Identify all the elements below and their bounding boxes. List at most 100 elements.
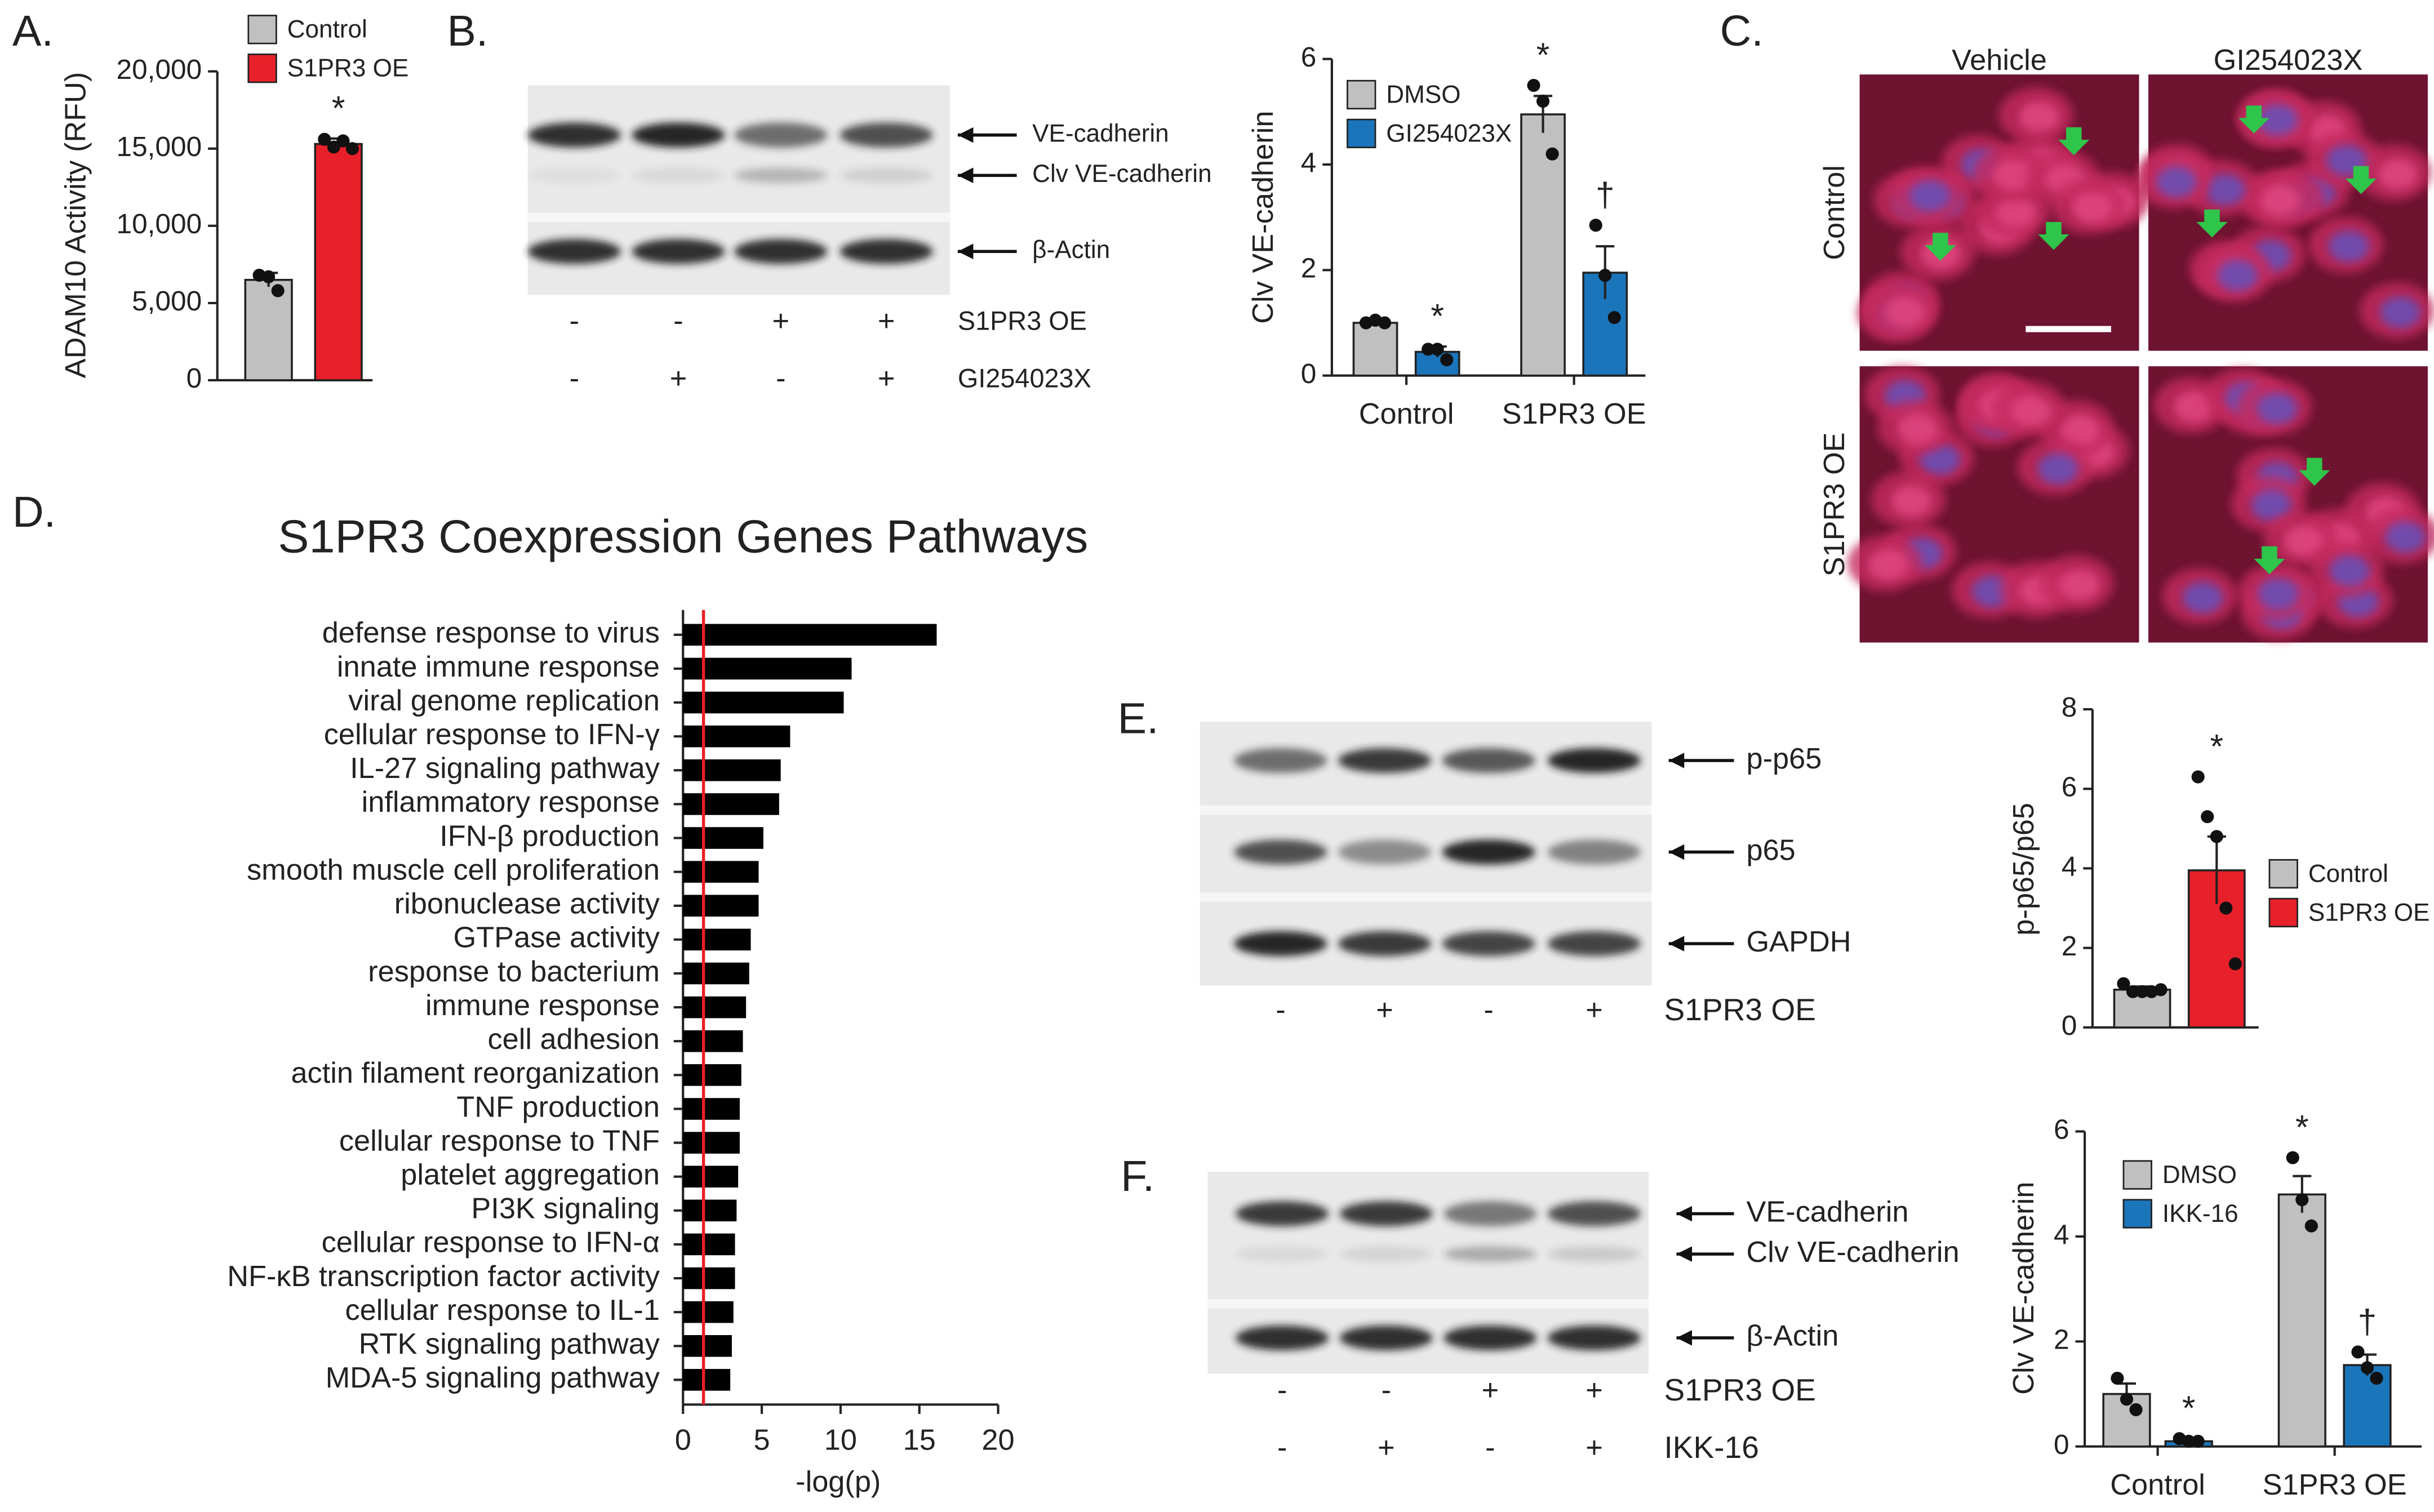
- band-label: β-Actin: [1746, 1320, 1838, 1353]
- legend-label: IKK-16: [2162, 1200, 2238, 1228]
- blot-band: [1236, 1201, 1329, 1226]
- blot-band: [1339, 1325, 1433, 1350]
- band-label: Clv VE-cadherin: [1746, 1236, 1959, 1269]
- bar: [683, 624, 937, 646]
- nucleus: [2380, 296, 2420, 328]
- data-point: [1536, 95, 1550, 108]
- green-arrow: [1925, 233, 1956, 261]
- nucleus: [2257, 393, 2298, 424]
- y-tick-label: MDA-5 signaling pathway: [326, 1362, 660, 1394]
- data-point: [262, 270, 276, 283]
- blot-band: [527, 239, 621, 264]
- green-arrow: [2345, 166, 2377, 194]
- condition-sign: -: [776, 362, 785, 395]
- data-point: [1422, 343, 1435, 356]
- bar: [683, 928, 751, 951]
- data-point: [2228, 957, 2242, 971]
- blot-band: [527, 122, 621, 148]
- bar: [683, 1267, 735, 1289]
- significance-mark: †: [1596, 175, 1615, 214]
- condition-sign: -: [1484, 994, 1493, 1026]
- blot-band: [527, 167, 621, 184]
- nucleus: [2156, 166, 2197, 198]
- nucleus: [2071, 192, 2112, 223]
- condition-label: S1PR3 OE: [1664, 992, 1815, 1027]
- bar: [683, 1199, 737, 1222]
- band-arrowhead: [1676, 1330, 1693, 1346]
- bar: [683, 725, 790, 748]
- green-arrow: [2196, 209, 2228, 238]
- data-point: [318, 132, 331, 146]
- blot-band: [1234, 931, 1327, 957]
- data-point: [2182, 1434, 2196, 1448]
- condition-sign: +: [1585, 1431, 1603, 1464]
- bar: [683, 1369, 731, 1391]
- nucleus: [1909, 180, 1951, 211]
- nucleus: [2011, 395, 2052, 427]
- band-arrowhead: [1676, 1206, 1693, 1222]
- condition-label: S1PR3 OE: [958, 306, 1087, 335]
- bar: [683, 1335, 732, 1357]
- blot-band: [734, 239, 828, 264]
- condition-sign: -: [570, 362, 579, 395]
- data-point: [2210, 830, 2223, 843]
- nucleus: [1868, 549, 1908, 581]
- data-point: [271, 284, 285, 297]
- y-tick-label: ribonuclease activity: [394, 888, 660, 920]
- data-point: [2370, 1371, 2383, 1385]
- legend-label: DMSO: [2162, 1161, 2237, 1189]
- panel-label: F.: [1121, 1152, 1154, 1200]
- nucleus: [2328, 230, 2369, 262]
- condition-label: GI254023X: [958, 363, 1091, 393]
- column-label: GI254023X: [2214, 44, 2363, 77]
- legend-label: Control: [2308, 860, 2388, 888]
- nucleus: [1891, 485, 1932, 517]
- blot-band: [1443, 1325, 1537, 1350]
- micrograph: [2136, 74, 2434, 351]
- blot-band: [1234, 748, 1327, 773]
- legend-label: DMSO: [1386, 81, 1460, 108]
- y-tick-label: response to bacterium: [368, 955, 660, 988]
- x-tick-label: S1PR3 OE: [1502, 398, 1646, 430]
- band-label: VE-cadherin: [1746, 1195, 1908, 1228]
- data-point: [327, 140, 340, 154]
- condition-sign: +: [1585, 994, 1603, 1026]
- y-tick-label: cellular response to TNF: [339, 1124, 660, 1157]
- bar: [683, 962, 749, 985]
- green-arrow: [2038, 221, 2069, 250]
- panel-label: A.: [12, 7, 54, 55]
- green-arrow: [2238, 105, 2269, 134]
- significance-mark: *: [2295, 1108, 2309, 1146]
- y-tick-label: 6: [1301, 41, 1317, 73]
- nucleus: [2037, 453, 2078, 484]
- data-point: [1545, 147, 1559, 161]
- nucleus: [2217, 260, 2258, 291]
- condition-sign: +: [1585, 1374, 1603, 1407]
- nucleus: [2174, 391, 2214, 423]
- significance-mark: †: [2358, 1302, 2377, 1340]
- condition-sign: +: [1378, 1431, 1395, 1464]
- legend-swatch: [2122, 1160, 2152, 1190]
- legend-label: S1PR3 OE: [287, 55, 409, 82]
- legend-label: Control: [287, 16, 367, 43]
- data-point: [2154, 983, 2167, 997]
- band-arrowhead: [1668, 753, 1685, 768]
- blot-band: [1236, 1246, 1329, 1262]
- condition-sign: +: [878, 362, 895, 395]
- x-tick-label: Control: [1359, 398, 1454, 430]
- significance-mark: *: [2182, 1389, 2196, 1427]
- blot-gap: [1200, 892, 1652, 902]
- data-point: [336, 134, 350, 148]
- y-tick-label: 0: [1301, 358, 1317, 389]
- band-label: p65: [1746, 834, 1795, 866]
- bar: [683, 1233, 735, 1256]
- y-tick-label: 4: [2054, 1219, 2069, 1250]
- band-arrowhead: [1668, 844, 1685, 860]
- data-point: [1598, 269, 1612, 282]
- blot-band: [840, 167, 933, 184]
- nucleus: [2259, 184, 2300, 216]
- y-tick-label: 2: [2054, 1323, 2069, 1355]
- blot-band: [1547, 931, 1641, 957]
- blot-gap: [527, 212, 950, 222]
